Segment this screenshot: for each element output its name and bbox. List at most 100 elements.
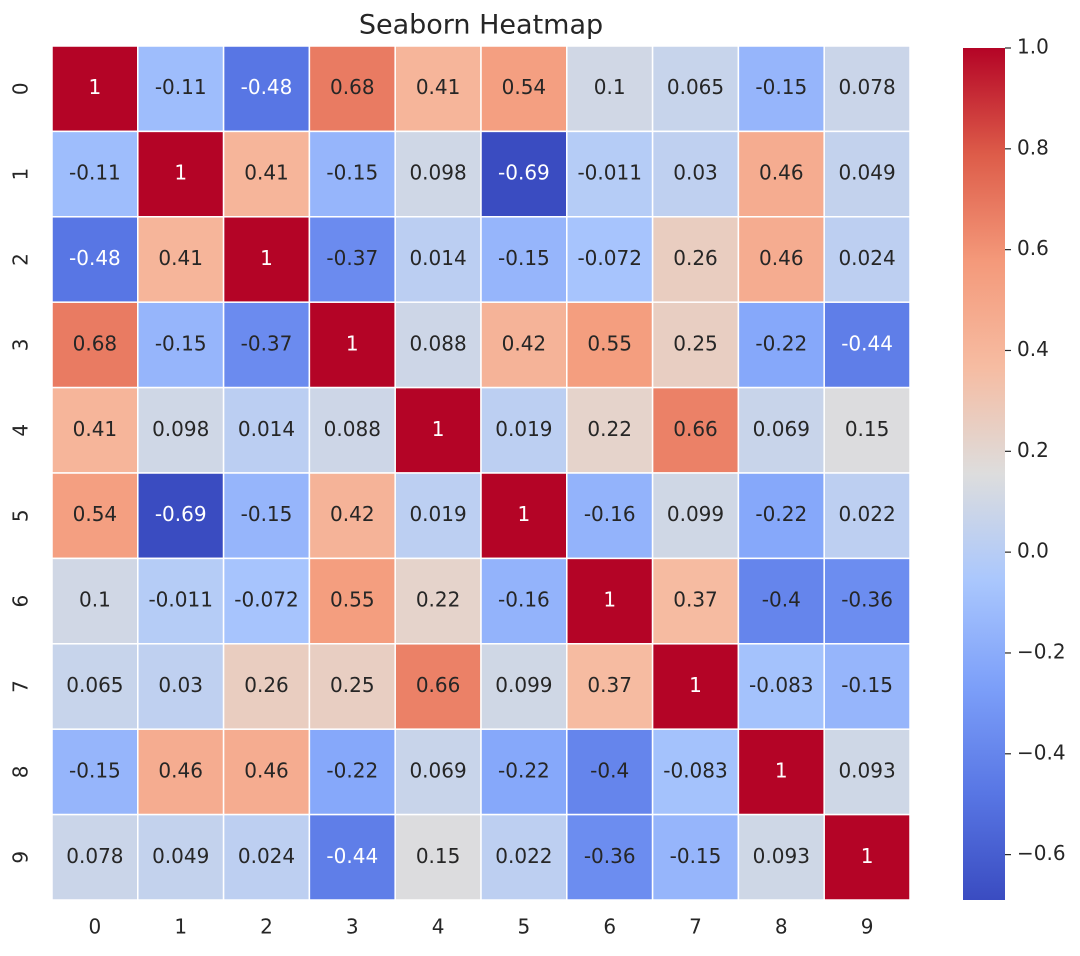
heatmap-cell — [823, 216, 911, 303]
heatmap-cell — [51, 45, 139, 133]
cell-label: -0.37 — [241, 331, 293, 355]
colorbar-tick-label: 1.0 — [1017, 35, 1049, 59]
y-tick-label: 3 — [9, 339, 33, 352]
cell-label: -0.15 — [326, 161, 378, 185]
y-tick-label: 0 — [9, 82, 33, 95]
heatmap-cell — [222, 813, 311, 901]
cell-label: 0.15 — [845, 417, 890, 441]
heatmap-cell — [823, 813, 911, 901]
heatmap-cell — [308, 472, 396, 560]
heatmap-cell — [737, 728, 825, 816]
heatmap-cell — [737, 386, 825, 474]
heatmap-cell — [51, 472, 139, 560]
cell-label: -0.11 — [69, 161, 121, 185]
x-tick-label: 1 — [174, 915, 187, 939]
heatmap-cell — [137, 813, 225, 901]
heatmap-cell — [651, 643, 740, 730]
colorbar — [963, 48, 1005, 900]
cell-label: 0.022 — [838, 502, 895, 526]
cell-label: 0.049 — [152, 844, 209, 868]
cell-label: -0.15 — [155, 331, 207, 355]
cell-label: -0.48 — [69, 246, 121, 270]
cell-label: 0.41 — [73, 417, 118, 441]
heatmap-cell — [51, 728, 139, 816]
x-tick-label: 2 — [260, 915, 273, 939]
cell-label: 0.098 — [152, 417, 209, 441]
colorbar-tick-label: 0.2 — [1017, 438, 1049, 462]
cell-label: 0.019 — [409, 502, 466, 526]
heatmap-cell — [308, 813, 396, 901]
cell-label: 0.66 — [416, 673, 461, 697]
heatmap-cell — [823, 130, 911, 218]
cell-label: -0.15 — [670, 844, 722, 868]
heatmap-cell — [222, 728, 311, 816]
y-tick-label: 1 — [9, 168, 33, 181]
x-tick-label: 8 — [775, 915, 788, 939]
cell-label: 0.03 — [673, 161, 718, 185]
heatmap-cell — [823, 557, 911, 645]
heatmap-cell — [737, 557, 825, 645]
cell-label: 0.022 — [495, 844, 552, 868]
cell-label: 1 — [775, 758, 788, 782]
cell-label: 1 — [603, 588, 616, 612]
cell-label: -0.44 — [326, 844, 378, 868]
y-tick-label: 4 — [9, 424, 33, 437]
cell-label: 0.069 — [753, 417, 810, 441]
heatmap-cell — [51, 557, 139, 645]
x-tick-label: 0 — [89, 915, 102, 939]
heatmap-cell — [480, 643, 568, 730]
cell-label: 0.55 — [587, 331, 632, 355]
cell-label: 0.55 — [330, 588, 375, 612]
heatmap-cell — [651, 130, 740, 218]
heatmap-cell — [651, 216, 740, 303]
cell-label: -0.083 — [749, 673, 813, 697]
heatmap-cell — [566, 557, 654, 645]
heatmap-cell — [222, 45, 311, 133]
cell-label: -0.36 — [584, 844, 636, 868]
x-tick-label: 9 — [861, 915, 874, 939]
cell-label: -0.16 — [498, 588, 550, 612]
cell-label: -0.11 — [155, 75, 207, 99]
cell-label: 0.26 — [244, 673, 289, 697]
heatmap-cell — [51, 301, 139, 389]
heatmap-cell — [737, 813, 825, 901]
heatmap-cell — [137, 130, 225, 218]
x-tick-label: 5 — [518, 915, 531, 939]
cell-label: 1 — [89, 75, 102, 99]
heatmap-cell — [480, 386, 568, 474]
cell-label: 1 — [518, 502, 531, 526]
heatmap-cell — [737, 472, 825, 560]
cell-label: 0.25 — [673, 331, 718, 355]
cell-label: 0.093 — [838, 758, 895, 782]
heatmap-cell — [394, 216, 482, 303]
x-tick-label: 4 — [432, 915, 445, 939]
heatmap-cell — [394, 386, 482, 474]
cell-label: 0.078 — [66, 844, 123, 868]
heatmap-cell — [566, 386, 654, 474]
cell-label: -0.072 — [577, 246, 641, 270]
heatmap-cell — [480, 301, 568, 389]
cell-label: -0.69 — [155, 502, 207, 526]
heatmap-cell — [566, 301, 654, 389]
cell-label: -0.083 — [663, 758, 727, 782]
cell-label: 0.37 — [673, 588, 718, 612]
heatmap-cell — [737, 216, 825, 303]
cell-label: 0.024 — [838, 246, 895, 270]
cell-label: 0.065 — [667, 75, 724, 99]
cell-label: -0.4 — [590, 758, 629, 782]
cell-label: 0.024 — [238, 844, 295, 868]
heatmap-cell — [737, 301, 825, 389]
cell-label: 0.22 — [416, 588, 461, 612]
cell-label: 0.078 — [838, 75, 895, 99]
cell-label: 0.26 — [673, 246, 718, 270]
heatmap-cell — [823, 301, 911, 389]
heatmap-cell — [480, 45, 568, 133]
cell-label: 0.41 — [416, 75, 461, 99]
heatmap-cell — [51, 216, 139, 303]
y-tick-label: 6 — [9, 595, 33, 608]
cell-label: 0.069 — [409, 758, 466, 782]
cell-label: 0.088 — [324, 417, 381, 441]
cell-label: 0.1 — [79, 588, 111, 612]
cell-label: 0.03 — [158, 673, 203, 697]
